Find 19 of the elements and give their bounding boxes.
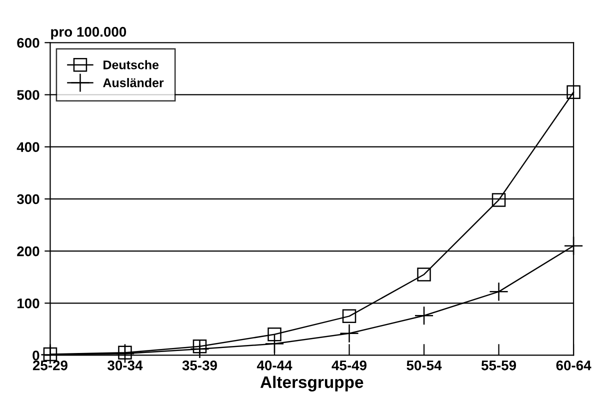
y-axis-title: pro 100.000 <box>51 26 126 40</box>
legend-label: Ausländer <box>103 78 164 88</box>
x-tick-label: 55-59 <box>481 360 516 370</box>
x-axis-title: Altersgruppe <box>260 376 364 392</box>
x-tick-label: 35-39 <box>182 360 217 370</box>
y-tick-label: 200 <box>17 246 40 256</box>
y-tick-label: 400 <box>16 142 40 152</box>
x-tick-label: 60-64 <box>556 360 592 370</box>
x-tick-label: 40-44 <box>256 360 292 370</box>
y-tick-label: 500 <box>17 90 40 100</box>
x-tick-label: 50-54 <box>406 360 442 370</box>
y-tick-label: 100 <box>18 298 40 308</box>
x-tick-label: 25-29 <box>32 360 68 370</box>
legend-label: Deutsche <box>104 60 159 70</box>
y-tick-label: 0 <box>32 350 40 360</box>
x-tick-label: 30-34 <box>108 360 143 370</box>
y-tick-label: 300 <box>16 194 40 204</box>
y-tick-label: 600 <box>17 38 40 48</box>
x-tick-label: 45-49 <box>332 360 367 370</box>
